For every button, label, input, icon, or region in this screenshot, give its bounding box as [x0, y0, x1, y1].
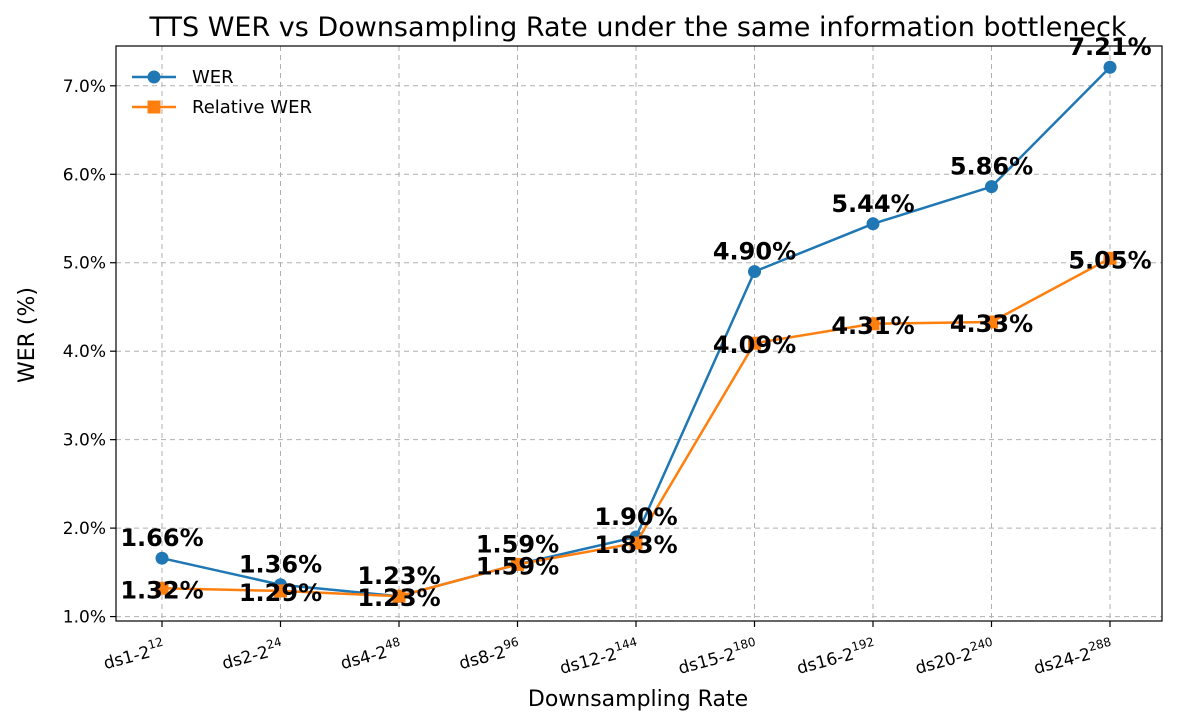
y-tick-label: 1.0% [63, 608, 106, 628]
data-point [985, 315, 998, 329]
data-label: 1.29% [239, 579, 322, 607]
data-point [1103, 251, 1117, 265]
legend-marker [147, 100, 161, 114]
data-point [985, 180, 998, 194]
data-point [155, 581, 169, 595]
data-point [1103, 60, 1117, 74]
x-tick-label: ds1-212 [101, 635, 168, 674]
data-label: 1.23% [357, 562, 440, 590]
data-point [629, 536, 643, 550]
plot-frame [115, 45, 1163, 622]
x-axis-ticks: ds1-212 ds2-224 ds4-248 ds8-296 ds12-2144 ds1… [101, 621, 1116, 679]
legend-entry: WER [192, 67, 234, 88]
data-label: 1.90% [594, 503, 677, 531]
y-tick-label: 5.0% [63, 254, 106, 274]
data-point [274, 584, 287, 598]
chart-title: TTS WER vs Downsampling Rate under the s… [148, 12, 1126, 43]
legend-marker [147, 70, 161, 84]
data-label: 1.36% [239, 551, 322, 579]
data-label: 4.90% [713, 238, 796, 266]
legend: WER Relative WER [132, 67, 312, 118]
legend-entry: Relative WER [192, 97, 312, 118]
x-tick-label: ds8-296 [456, 635, 523, 674]
x-tick-label: ds16-2192 [794, 635, 879, 679]
y-tick-label: 3.0% [63, 431, 106, 451]
data-label: 7.21% [1068, 33, 1151, 61]
data-label: 1.59% [476, 552, 559, 580]
data-labels: 1.66% 1.36% 1.23% 1.59% 1.90% 4.90% 5.44% 5.86%… [120, 33, 1151, 612]
x-tick-label: ds15-2180 [675, 635, 760, 679]
data-point [748, 265, 761, 279]
data-label: 4.33% [950, 310, 1033, 338]
y-tick-label: 2.0% [63, 519, 106, 539]
y-tick-label: 7.0% [63, 77, 106, 97]
data-label: 1.32% [120, 576, 203, 604]
data-label: 5.86% [950, 153, 1033, 181]
data-label: 1.83% [594, 531, 677, 559]
data-label: 1.59% [476, 530, 559, 558]
data-point [866, 217, 880, 231]
y-tick-label: 4.0% [63, 342, 106, 362]
data-label: 4.31% [831, 312, 914, 340]
data-label: 4.09% [713, 331, 796, 359]
data-point [392, 589, 406, 603]
data-point [748, 336, 761, 350]
series-layer [155, 60, 1117, 603]
x-axis-label: Downsampling Rate [528, 687, 748, 712]
data-label: 5.05% [1068, 246, 1151, 274]
data-point [866, 317, 880, 331]
data-point [511, 557, 524, 571]
x-tick-label: ds2-224 [219, 635, 286, 674]
x-tick-label: ds24-2288 [1031, 635, 1116, 679]
x-tick-label: ds4-248 [338, 635, 405, 674]
y-tick-label: 6.0% [63, 165, 106, 185]
y-axis-label: WER (%) [15, 287, 40, 383]
y-axis-ticks: 1.0% 2.0% 3.0% 4.0% 5.0% 6.0% 7.0% [63, 77, 116, 628]
x-tick-label: ds20-2240 [912, 635, 997, 679]
data-label: 1.23% [357, 584, 440, 612]
data-label: 1.66% [120, 524, 203, 552]
x-tick-label: ds12-2144 [557, 635, 642, 679]
data-label: 5.44% [831, 190, 914, 218]
data-point [155, 551, 169, 565]
